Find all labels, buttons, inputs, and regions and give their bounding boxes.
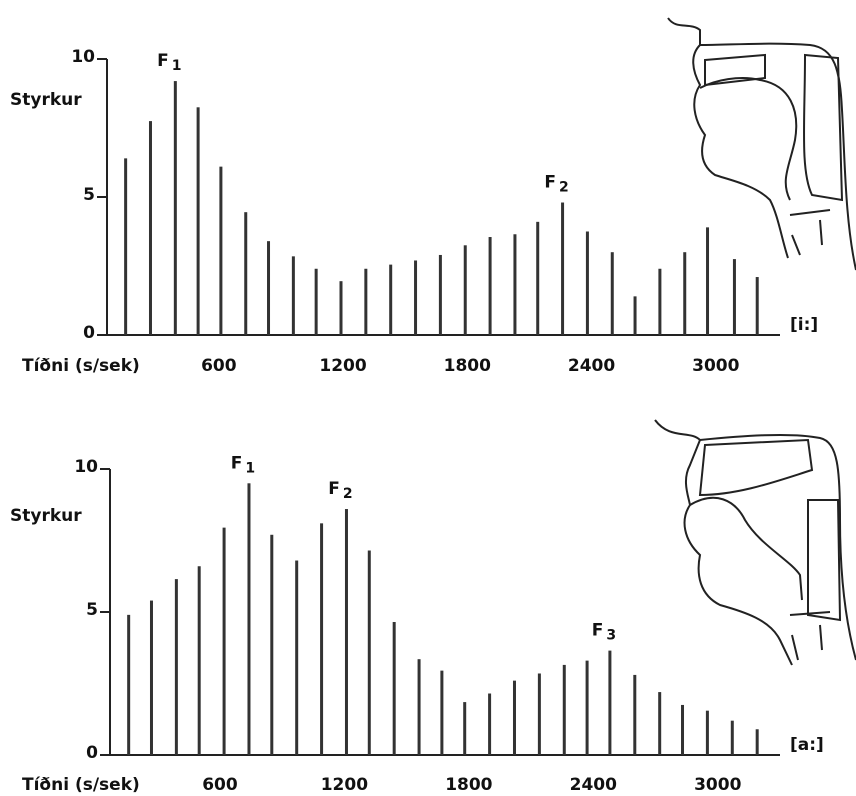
bar [585,231,589,335]
formant-subscript: 2 [343,486,353,502]
x-axis-label: Tíðni (s/sek) [22,356,140,376]
bar [608,650,612,755]
x-tick-label: 1800 [444,356,491,376]
y-tick-label: 0 [83,323,95,343]
y-tick-label: 10 [71,47,95,67]
formant-letter: F [231,453,243,473]
formant-subscript: 3 [606,628,616,644]
bar [463,245,467,335]
bar [196,107,200,335]
bar [658,268,662,335]
bar [174,579,178,755]
x-tick-label: 2400 [568,356,615,376]
y-axis-label: Styrkur [10,90,82,110]
x-tick-label: 1800 [445,775,492,795]
bar [488,693,492,755]
bar [488,237,492,335]
bar [389,264,393,335]
bar [513,234,517,335]
bar [755,729,759,755]
bar [562,664,566,755]
bar [267,241,271,335]
bar [149,600,153,755]
bar [222,527,226,755]
bar [197,566,201,755]
bar [247,483,251,755]
bar [414,260,418,335]
y-tick-label: 10 [74,457,98,477]
vocal-tract-drawing [654,419,856,666]
bar [610,252,614,335]
bar [755,277,759,335]
bar [585,660,589,755]
x-tick-label: 3000 [692,356,739,376]
formant-letter: F [544,173,556,193]
bar [127,614,131,755]
bar [291,256,295,335]
bar [683,252,687,335]
y-tick-label: 0 [86,743,98,763]
formant-letter: F [157,51,169,71]
bar [730,720,734,755]
bar [364,268,368,335]
bar [633,296,637,335]
formant-letter: F [592,621,604,641]
bar [392,622,396,755]
x-tick-label: 1200 [321,775,368,795]
bar [537,673,541,755]
x-tick-label: 600 [201,356,237,376]
formant-subscript: 2 [559,180,569,196]
bar [705,710,709,755]
bar [344,509,348,755]
bar [219,166,223,335]
y-tick-label: 5 [83,185,95,205]
bar [561,202,565,335]
vowel-label: [i:] [790,315,818,335]
bar [463,702,467,755]
x-tick-label: 3000 [694,775,741,795]
formant-letter: F [328,479,340,499]
bar [244,212,248,335]
bar [658,692,662,755]
vocal-tract-drawing [667,17,856,271]
bar [367,550,371,755]
bar [440,670,444,755]
x-axis-label: Tíðni (s/sek) [22,775,140,795]
bar [633,674,637,755]
bar [173,81,177,335]
bar [320,523,324,755]
formant-subscript: 1 [245,460,255,476]
bar [270,534,274,755]
bar [417,659,421,755]
vowel-label: [a:] [790,735,824,755]
bar [314,268,318,335]
y-axis-label: Styrkur [10,506,82,526]
bar [438,254,442,335]
bar [148,121,152,335]
formant-subscript: 1 [172,58,182,74]
bar [124,158,128,335]
bar [536,221,540,335]
bar [339,281,343,335]
bar [512,680,516,755]
bar [681,704,685,755]
x-tick-label: 600 [202,775,238,795]
bar [706,227,710,335]
x-tick-label: 1200 [319,356,366,376]
y-tick-label: 5 [86,600,98,620]
bar [732,259,736,335]
x-tick-label: 2400 [570,775,617,795]
bar [295,560,299,755]
